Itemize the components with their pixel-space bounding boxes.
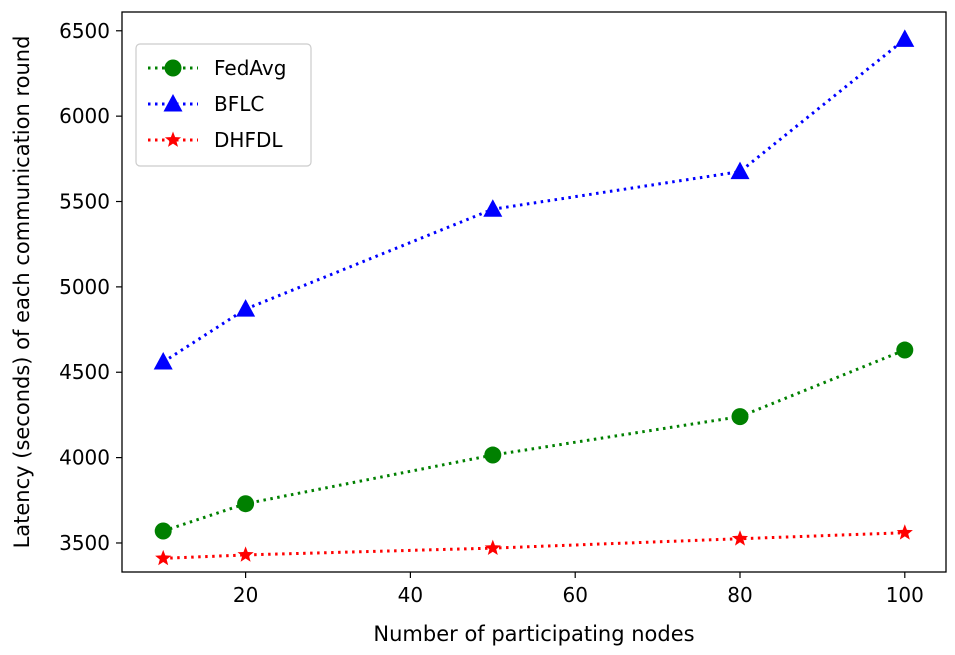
legend: FedAvg BFLC DHFDL (135, 43, 312, 167)
y-tick-label: 5500 (59, 190, 110, 214)
data-point-fedavg (731, 408, 749, 426)
x-tick-label: 100 (886, 583, 924, 607)
legend-item-dhfdl: DHFDL (148, 128, 283, 152)
legend-label-dhfdl: DHFDL (214, 128, 283, 152)
x-tick-label: 60 (562, 583, 587, 607)
y-tick-label: 6000 (59, 104, 110, 128)
data-point-fedavg (154, 522, 172, 540)
y-tick-label: 4000 (59, 446, 110, 470)
legend-box (135, 43, 312, 167)
y-tick-label: 6500 (59, 19, 110, 43)
x-axis-ticks: 20 40 60 80 100 (233, 572, 924, 607)
y-axis-ticks: 3500 4000 4500 5000 5500 6000 6500 (59, 19, 122, 555)
legend-label-fedavg: FedAvg (214, 56, 286, 80)
data-point-fedavg (484, 446, 502, 464)
legend-label-bflc: BFLC (214, 92, 264, 116)
y-tick-label: 4500 (59, 360, 110, 384)
legend-marker-dhfdl (164, 131, 182, 147)
series-bflc (153, 29, 915, 370)
plot-frame (121, 11, 947, 573)
y-axis-label: Latency (seconds) of each communication … (10, 36, 34, 549)
data-point-bflc (895, 29, 915, 47)
data-point-bflc (153, 352, 173, 370)
series-fedavg (154, 341, 914, 540)
y-tick-label: 3500 (59, 531, 110, 555)
data-point-bflc (483, 199, 503, 217)
series-dhfdl (155, 524, 913, 566)
data-point-dhfdl (896, 524, 913, 540)
data-point-dhfdl (155, 549, 172, 566)
x-tick-label: 40 (398, 583, 423, 607)
legend-item-fedavg: FedAvg (148, 56, 286, 80)
data-point-fedavg (896, 341, 914, 359)
x-axis-label: Number of participating nodes (373, 622, 694, 646)
y-tick-label: 5000 (59, 275, 110, 299)
x-tick-label: 20 (233, 583, 258, 607)
x-tick-label: 80 (727, 583, 752, 607)
data-point-dhfdl (484, 539, 501, 555)
legend-marker-fedavg (164, 59, 182, 77)
legend-marker-bflc (163, 94, 183, 112)
legend-item-bflc: BFLC (148, 92, 264, 116)
data-point-bflc (236, 299, 256, 317)
data-point-dhfdl (731, 530, 749, 546)
series-line-fedavg (162, 348, 906, 533)
series-layer (153, 29, 915, 566)
data-point-bflc (730, 161, 750, 180)
data-point-fedavg (237, 495, 255, 513)
data-point-dhfdl (237, 546, 254, 562)
